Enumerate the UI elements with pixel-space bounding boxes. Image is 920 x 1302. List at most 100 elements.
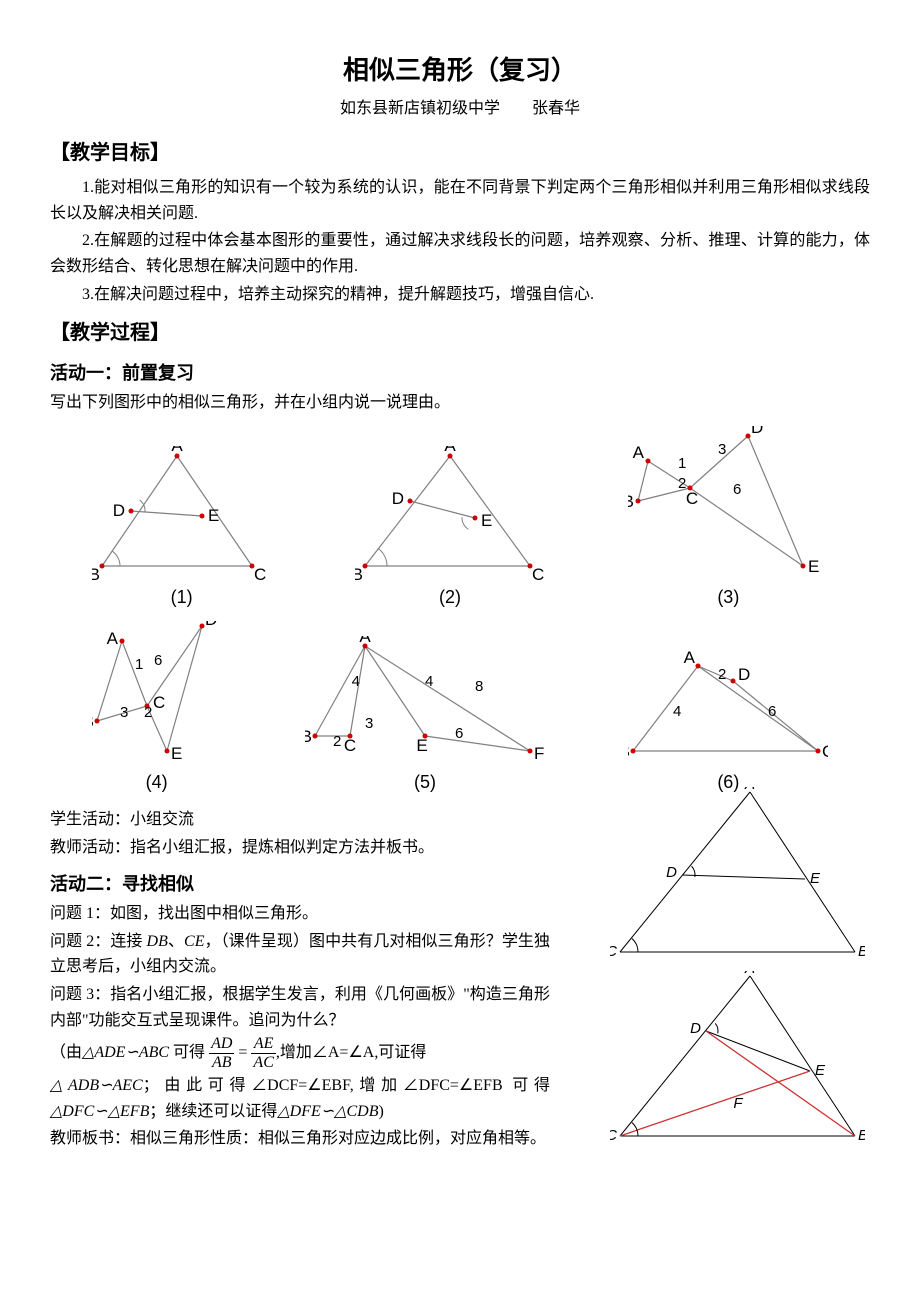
figure-5-label: (5)	[305, 768, 545, 797]
figure-6: ABCD246 (6)	[628, 651, 828, 797]
svg-text:B: B	[305, 727, 312, 746]
doc-subtitle: 如东县新店镇初级中学 张春华	[50, 96, 870, 122]
svg-text:4: 4	[352, 673, 360, 690]
svg-text:2: 2	[333, 733, 341, 750]
activity-1-heading: 活动一：前置复习	[50, 359, 870, 388]
svg-text:A: A	[444, 446, 456, 455]
svg-text:D: D	[738, 665, 750, 684]
goal-1: 1.能对相似三角形的知识有一个较为系统的认识，能在不同背景下判定两个三角形相似并…	[50, 175, 870, 226]
svg-text:E: E	[810, 870, 821, 887]
svg-text:D: D	[751, 426, 763, 437]
teacher-activity: 教师活动：指名小组汇报，提炼相似判定方法并板书。	[50, 835, 550, 861]
section-process-heading: 【教学过程】	[50, 317, 870, 349]
svg-text:2: 2	[144, 704, 152, 721]
svg-text:E: E	[808, 557, 819, 576]
svg-text:D: D	[392, 489, 404, 508]
question-2: 问题 2：连接 DB、CE，（课件呈现）图中共有几对相似三角形？学生独立思考后，…	[50, 929, 550, 980]
svg-text:F: F	[534, 744, 544, 763]
svg-text:D: D	[205, 621, 217, 629]
svg-text:C: C	[822, 742, 828, 761]
activity-2-block: ABCDE ABCDEF 学生活动：小组交流 教师活动：指名小组汇报，提炼相似判…	[50, 807, 870, 1124]
svg-text:B: B	[92, 565, 100, 581]
svg-text:A: A	[684, 651, 696, 667]
proof-line-2: △ADB∽AEC；由此可得∠DCF=∠EBF,增加∠DFC=∠EFB 可得 △DF…	[50, 1073, 550, 1124]
proof-t1: △ADE∽ABC	[82, 1044, 169, 1061]
activity-2-heading: 活动二：寻找相似	[50, 870, 550, 899]
question-3: 问题 3：指名小组汇报，根据学生发言，利用《几何画板》"构造三角形内部"功能交互…	[50, 982, 550, 1033]
svg-text:E: E	[171, 744, 182, 763]
svg-text:B: B	[628, 742, 630, 761]
svg-text:3: 3	[718, 441, 726, 458]
svg-text:3: 3	[120, 704, 128, 721]
svg-text:B: B	[858, 1127, 865, 1144]
figure-1: ABCDE (1)	[92, 446, 272, 612]
svg-text:B: B	[858, 943, 865, 960]
figure-4-label: (4)	[92, 768, 222, 797]
activity-1-text: 写出下列图形中的相似三角形，并在小组内说一说理由。	[50, 390, 870, 416]
svg-text:A: A	[171, 446, 183, 455]
figure-1-label: (1)	[92, 583, 272, 612]
svg-text:6: 6	[154, 652, 162, 669]
svg-text:2: 2	[718, 666, 726, 683]
proof-mid4: ；继续还可以证得	[149, 1103, 277, 1120]
svg-text:3: 3	[365, 715, 373, 732]
question-1: 问题 1：如图，找出图中相似三角形。	[50, 901, 550, 927]
svg-text:C: C	[254, 565, 266, 581]
frac2-den: AC	[251, 1054, 275, 1072]
figure-5: A B C E F 4 3 2 4 8 6 (5)	[305, 636, 545, 797]
svg-text:6: 6	[733, 481, 741, 498]
figure-row-2: ABCDE1632 (4) ABCEF432486 (5) ABCD246 (6…	[50, 621, 870, 797]
svg-text:1: 1	[135, 656, 143, 673]
right-diagrams: A B C D E A B C D E F	[610, 787, 870, 1154]
svg-text:2: 2	[678, 475, 686, 492]
svg-text:D: D	[666, 864, 677, 881]
svg-text:C: C	[610, 943, 617, 960]
left-text: 学生活动：小组交流 教师活动：指名小组汇报，提炼相似判定方法并板书。 活动二：寻…	[50, 807, 550, 1124]
svg-text:8: 8	[475, 678, 483, 695]
fraction-1: ADAB	[209, 1035, 234, 1071]
proof-line: （由△ADE∽ABC 可得 ADAB = AEAC,增加∠A=∠A,可证得	[50, 1035, 550, 1071]
q2-db: DB	[147, 933, 168, 950]
frac1-den: AB	[209, 1054, 234, 1072]
svg-text:E: E	[481, 511, 492, 530]
proof-close: )	[378, 1103, 383, 1120]
svg-text:4: 4	[425, 673, 433, 690]
fraction-2: AEAC	[251, 1035, 275, 1071]
svg-text:F: F	[733, 1095, 743, 1112]
q2-prefix: 问题 2：连接	[50, 933, 147, 950]
figure-row-1: ABCDE (1) ABCDE (2) ABCDE1236 (3)	[50, 426, 870, 612]
proof-open: （由	[50, 1044, 82, 1061]
svg-text:E: E	[416, 736, 427, 755]
svg-text:A: A	[744, 971, 755, 977]
proof-t2: △ADB∽AEC	[50, 1077, 143, 1094]
goal-3: 3.在解决问题过程中，培养主动探究的精神，提升解题技巧，增强自信心.	[50, 282, 870, 308]
figure-2-label: (2)	[355, 583, 545, 612]
figure-3: ABCDE1236 (3)	[628, 426, 828, 612]
proof-mid2: ,增加∠A=∠A,可证得	[276, 1044, 426, 1061]
svg-text:A: A	[359, 636, 371, 646]
svg-text:D: D	[690, 1020, 701, 1037]
proof-mid3: ；由此可得∠DCF=∠EBF,增加∠DFC=∠EFB 可得	[143, 1077, 550, 1094]
svg-text:B: B	[628, 492, 634, 511]
svg-text:6: 6	[455, 725, 463, 742]
svg-text:6: 6	[768, 703, 776, 720]
q2-ce: CE	[184, 933, 204, 950]
goal-2: 2.在解题的过程中体会基本图形的重要性，通过解决求线段长的问题，培养观察、分析、…	[50, 228, 870, 279]
svg-text:A: A	[744, 787, 755, 793]
svg-text:E: E	[815, 1062, 826, 1079]
student-activity: 学生活动：小组交流	[50, 807, 550, 833]
figure-4: ABCDE1632 (4)	[92, 621, 222, 797]
eq-sign: =	[234, 1044, 251, 1061]
svg-text:C: C	[344, 736, 356, 755]
svg-text:1: 1	[678, 455, 686, 472]
svg-text:C: C	[153, 693, 165, 712]
svg-text:B: B	[355, 565, 363, 581]
svg-text:C: C	[610, 1127, 617, 1144]
proof-t4: △DFE∽△CDB	[277, 1103, 378, 1120]
frac1-num: AD	[209, 1035, 234, 1054]
svg-text:D: D	[112, 501, 124, 520]
section-goals-heading: 【教学目标】	[50, 137, 870, 169]
svg-text:4: 4	[673, 703, 681, 720]
svg-text:C: C	[686, 489, 698, 508]
figure-2: ABCDE (2)	[355, 446, 545, 612]
